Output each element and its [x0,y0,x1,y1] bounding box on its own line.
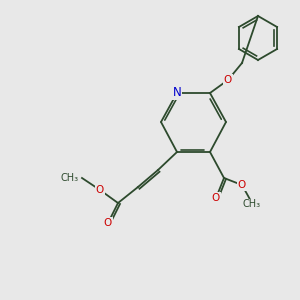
Text: O: O [224,75,232,85]
Text: O: O [96,185,104,195]
Text: O: O [104,218,112,228]
Text: N: N [172,86,182,100]
Text: O: O [238,180,246,190]
Text: O: O [212,193,220,203]
Text: CH₃: CH₃ [243,199,261,209]
Text: CH₃: CH₃ [61,173,79,183]
